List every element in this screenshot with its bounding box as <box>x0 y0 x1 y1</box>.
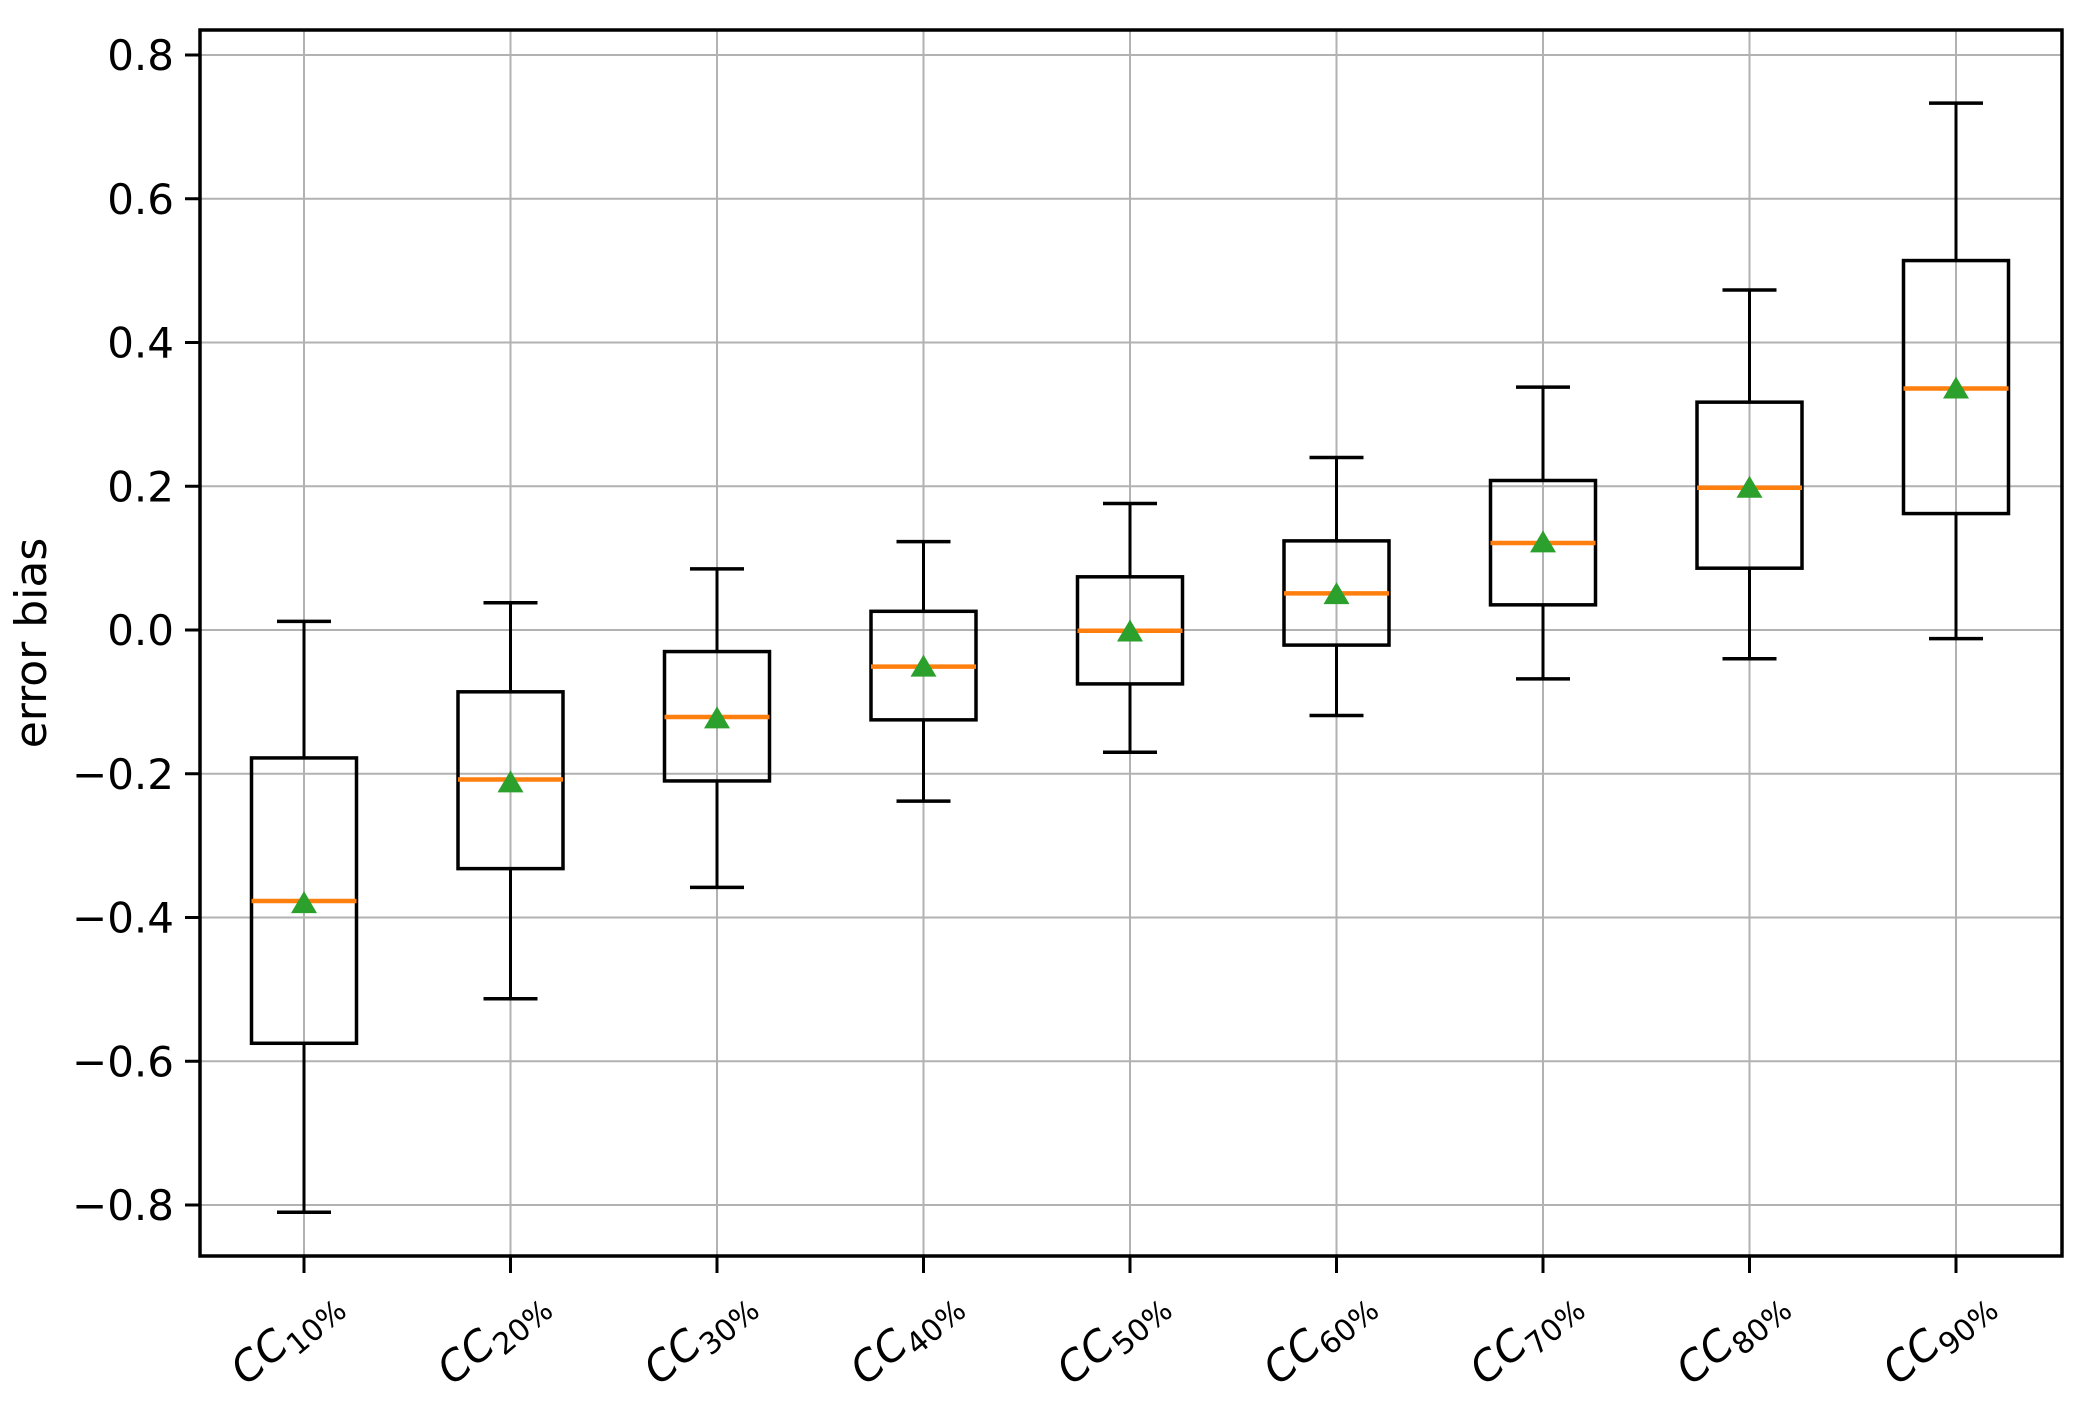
x-tick-label-group: CC10% <box>221 1276 354 1400</box>
x-tick-label-group: CC40% <box>840 1276 973 1400</box>
x-tick-label-group: CC80% <box>1666 1276 1799 1400</box>
y-tick-label: 0.0 <box>107 606 174 655</box>
x-tick-label: CC50% <box>1047 1276 1180 1400</box>
mean-marker <box>704 706 730 729</box>
box-group-CC80% <box>1695 288 1804 661</box>
box-group-CC30% <box>662 567 772 890</box>
x-tick-label-group: CC50% <box>1047 1276 1180 1400</box>
mean-marker <box>1736 475 1763 498</box>
x-tick-label-group: CC60% <box>1253 1276 1386 1400</box>
y-axis-label: error bias <box>6 538 57 749</box>
x-tick-label: CC10% <box>221 1276 354 1400</box>
y-tick-label: −0.2 <box>72 750 174 799</box>
box-layer <box>249 101 2011 1214</box>
box-group-CC20% <box>456 600 565 1001</box>
y-tick-label: 0.6 <box>107 175 174 224</box>
x-tick-label: CC90% <box>1873 1276 2006 1400</box>
mean-marker <box>497 770 524 793</box>
x-tick-label-group: CC70% <box>1460 1276 1593 1400</box>
mean-marker <box>1530 530 1556 553</box>
mean-marker <box>910 654 937 677</box>
x-tick-label-group: CC30% <box>634 1276 767 1400</box>
mean-marker <box>1943 376 1969 399</box>
box-group-CC40% <box>869 539 978 803</box>
y-tick-label: 0.4 <box>107 319 174 368</box>
x-tick-label-group: CC20% <box>427 1276 560 1400</box>
y-tick-label: 0.8 <box>107 31 174 80</box>
mean-marker <box>291 891 317 914</box>
y-tick-label: −0.6 <box>72 1037 174 1086</box>
box-group-CC50% <box>1075 501 1185 754</box>
x-tick-label: CC30% <box>634 1276 767 1400</box>
box-group-CC90% <box>1901 101 2011 641</box>
mean-marker <box>1323 582 1350 605</box>
axis-layer: 0.8 0.6 0.4 0.2 0.0 −0.2 −0.4 −0.6 −0.8 CC10% CC20… <box>72 31 2006 1400</box>
x-tick-label: CC20% <box>427 1276 560 1400</box>
x-tick-label-group: CC90% <box>1873 1276 2006 1400</box>
iqr-box <box>1695 400 1804 570</box>
y-tick-label: −0.4 <box>72 894 174 943</box>
plot-border <box>198 28 2064 1258</box>
x-tick-label: CC40% <box>840 1276 973 1400</box>
x-tick-label: CC60% <box>1253 1276 1386 1400</box>
y-tick-label: 0.2 <box>107 462 174 511</box>
box-group-CC60% <box>1282 455 1391 718</box>
y-tick-label: −0.8 <box>72 1181 174 1230</box>
x-tick-label: CC70% <box>1460 1276 1593 1400</box>
box-group-CC10% <box>249 619 359 1214</box>
mean-marker <box>1117 619 1143 642</box>
box-group-CC70% <box>1488 385 1598 681</box>
x-tick-label: CC80% <box>1666 1276 1799 1400</box>
